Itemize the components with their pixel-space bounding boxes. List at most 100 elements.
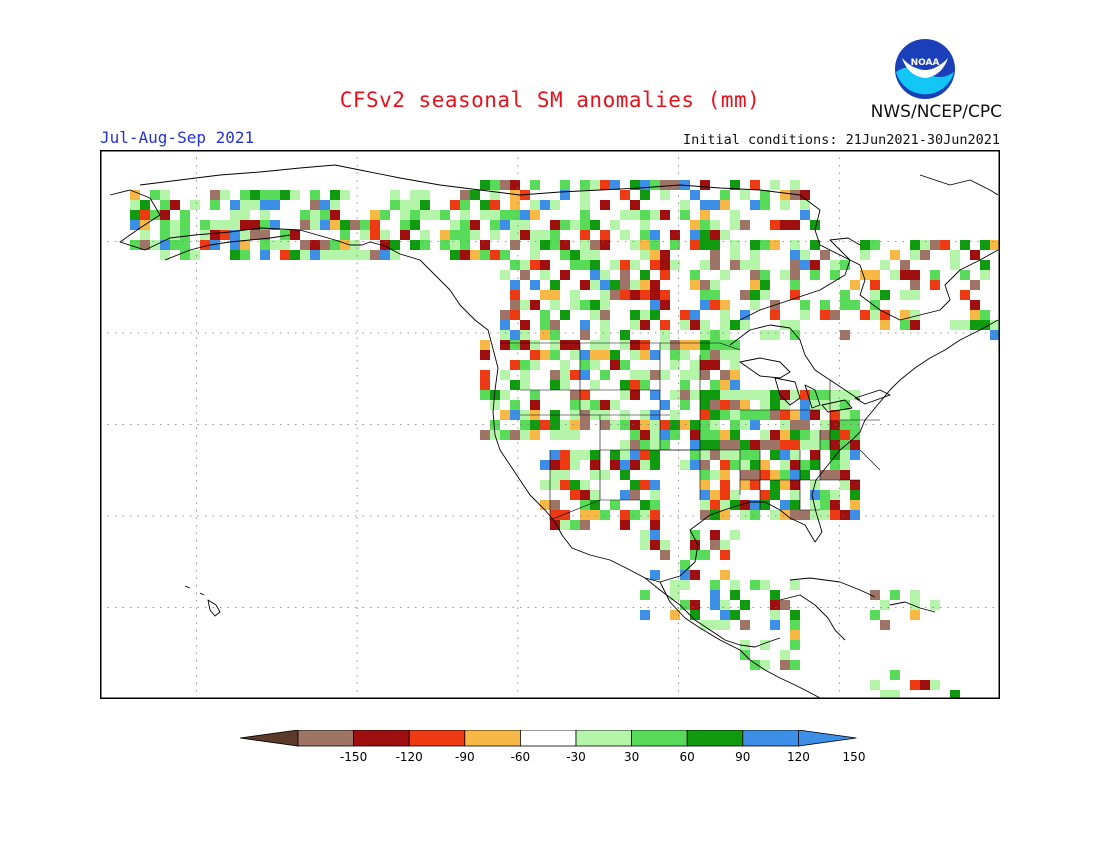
anomaly-cell	[690, 450, 700, 460]
anomaly-cell	[800, 400, 810, 410]
anomaly-cell	[840, 510, 850, 520]
anomaly-cell	[540, 420, 550, 430]
anomaly-cell	[710, 390, 720, 400]
anomaly-cell	[410, 220, 420, 230]
anomaly-cell	[700, 510, 710, 520]
anomaly-cell	[810, 220, 820, 230]
anomaly-cell	[650, 450, 660, 460]
anomaly-cell	[520, 330, 530, 340]
anomaly-cell	[750, 390, 760, 400]
anomaly-cell	[160, 240, 170, 250]
anomaly-cell	[560, 470, 570, 480]
anomaly-cell	[550, 430, 560, 440]
anomaly-cell	[790, 240, 800, 250]
anomaly-cell	[810, 400, 820, 410]
anomaly-cell	[870, 610, 880, 620]
anomaly-cell	[670, 580, 680, 590]
anomaly-cell	[530, 340, 540, 350]
anomaly-cell	[640, 530, 650, 540]
anomaly-cell	[870, 680, 880, 690]
anomaly-cell	[910, 290, 920, 300]
anomaly-cell	[660, 550, 670, 560]
anomaly-cell	[520, 360, 530, 370]
anomaly-cell	[730, 450, 740, 460]
anomaly-cell	[610, 280, 620, 290]
anomaly-cell	[660, 250, 670, 260]
anomaly-cell	[390, 190, 400, 200]
anomaly-cell	[530, 180, 540, 190]
anomaly-cell	[820, 490, 830, 500]
anomaly-cell	[560, 460, 570, 470]
anomaly-cell	[550, 340, 560, 350]
anomaly-cell	[160, 210, 170, 220]
anomaly-cell	[630, 380, 640, 390]
anomaly-cell	[480, 430, 490, 440]
anomaly-cell	[780, 430, 790, 440]
anomaly-cell	[750, 260, 760, 270]
anomaly-cell	[590, 220, 600, 230]
anomaly-cell	[590, 340, 600, 350]
anomaly-cell	[370, 230, 380, 240]
anomaly-cell	[560, 220, 570, 230]
anomaly-cell	[660, 260, 670, 270]
anomaly-cell	[850, 390, 860, 400]
anomaly-cell	[640, 340, 650, 350]
anomaly-cell	[680, 580, 690, 590]
anomaly-cell	[780, 650, 790, 660]
anomaly-cell	[200, 230, 210, 240]
anomaly-cell	[540, 460, 550, 470]
anomaly-cell	[820, 390, 830, 400]
anomaly-cell	[640, 290, 650, 300]
anomaly-cell	[880, 260, 890, 270]
anomaly-cell	[780, 420, 790, 430]
anomaly-cell	[550, 380, 560, 390]
anomaly-cell	[580, 350, 590, 360]
anomaly-cell	[130, 210, 140, 220]
anomaly-cell	[590, 470, 600, 480]
anomaly-cell	[240, 230, 250, 240]
anomaly-cell	[290, 230, 300, 240]
anomaly-cell	[720, 550, 730, 560]
anomaly-cell	[870, 280, 880, 290]
anomaly-cell	[760, 440, 770, 450]
anomaly-cell	[580, 230, 590, 240]
anomaly-cell	[170, 200, 180, 210]
anomaly-cell	[820, 400, 830, 410]
anomaly-cell	[760, 500, 770, 510]
anomaly-cell	[810, 430, 820, 440]
anomaly-cell	[790, 390, 800, 400]
anomaly-cell	[560, 190, 570, 200]
colorbar-box	[631, 730, 688, 747]
anomaly-cell	[360, 230, 370, 240]
anomaly-cell	[290, 250, 300, 260]
anomaly-cell	[730, 370, 740, 380]
anomaly-cell	[830, 310, 840, 320]
anomaly-cell	[380, 210, 390, 220]
anomaly-cell	[630, 240, 640, 250]
anomaly-cell	[750, 250, 760, 260]
anomaly-cell	[490, 220, 500, 230]
anomaly-cell	[510, 400, 520, 410]
anomaly-cell	[750, 280, 760, 290]
anomaly-cell	[640, 190, 650, 200]
anomaly-cell	[820, 500, 830, 510]
anomaly-cell	[600, 510, 610, 520]
anomaly-cell	[700, 280, 710, 290]
anomaly-cell	[740, 400, 750, 410]
anomaly-cell	[580, 190, 590, 200]
anomaly-cell	[850, 300, 860, 310]
anomaly-cell	[800, 390, 810, 400]
anomaly-cell	[700, 230, 710, 240]
anomaly-cell	[590, 400, 600, 410]
anomaly-cell	[460, 230, 470, 240]
anomaly-cell	[560, 310, 570, 320]
anomaly-cell	[420, 190, 430, 200]
anomaly-cell	[590, 310, 600, 320]
anomaly-cell	[790, 270, 800, 280]
anomaly-cell	[740, 450, 750, 460]
anomaly-cell	[630, 450, 640, 460]
anomaly-cell	[800, 300, 810, 310]
anomaly-cell	[870, 310, 880, 320]
anomaly-cell	[570, 260, 580, 270]
anomaly-cell	[520, 270, 530, 280]
